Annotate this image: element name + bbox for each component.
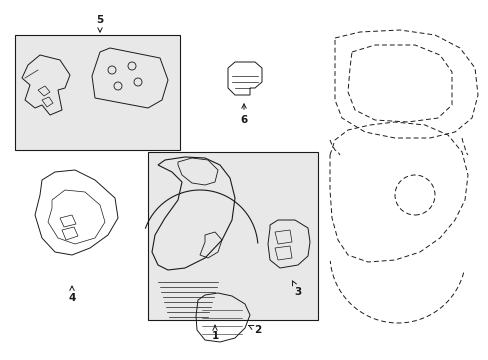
Text: 5: 5 [96,15,103,32]
Bar [15,35,180,150]
Text: 3: 3 [292,281,301,297]
Bar [148,152,317,320]
Text: 1: 1 [211,325,218,341]
Text: 2: 2 [248,325,261,335]
Text: 4: 4 [68,286,76,303]
Text: 6: 6 [240,104,247,125]
